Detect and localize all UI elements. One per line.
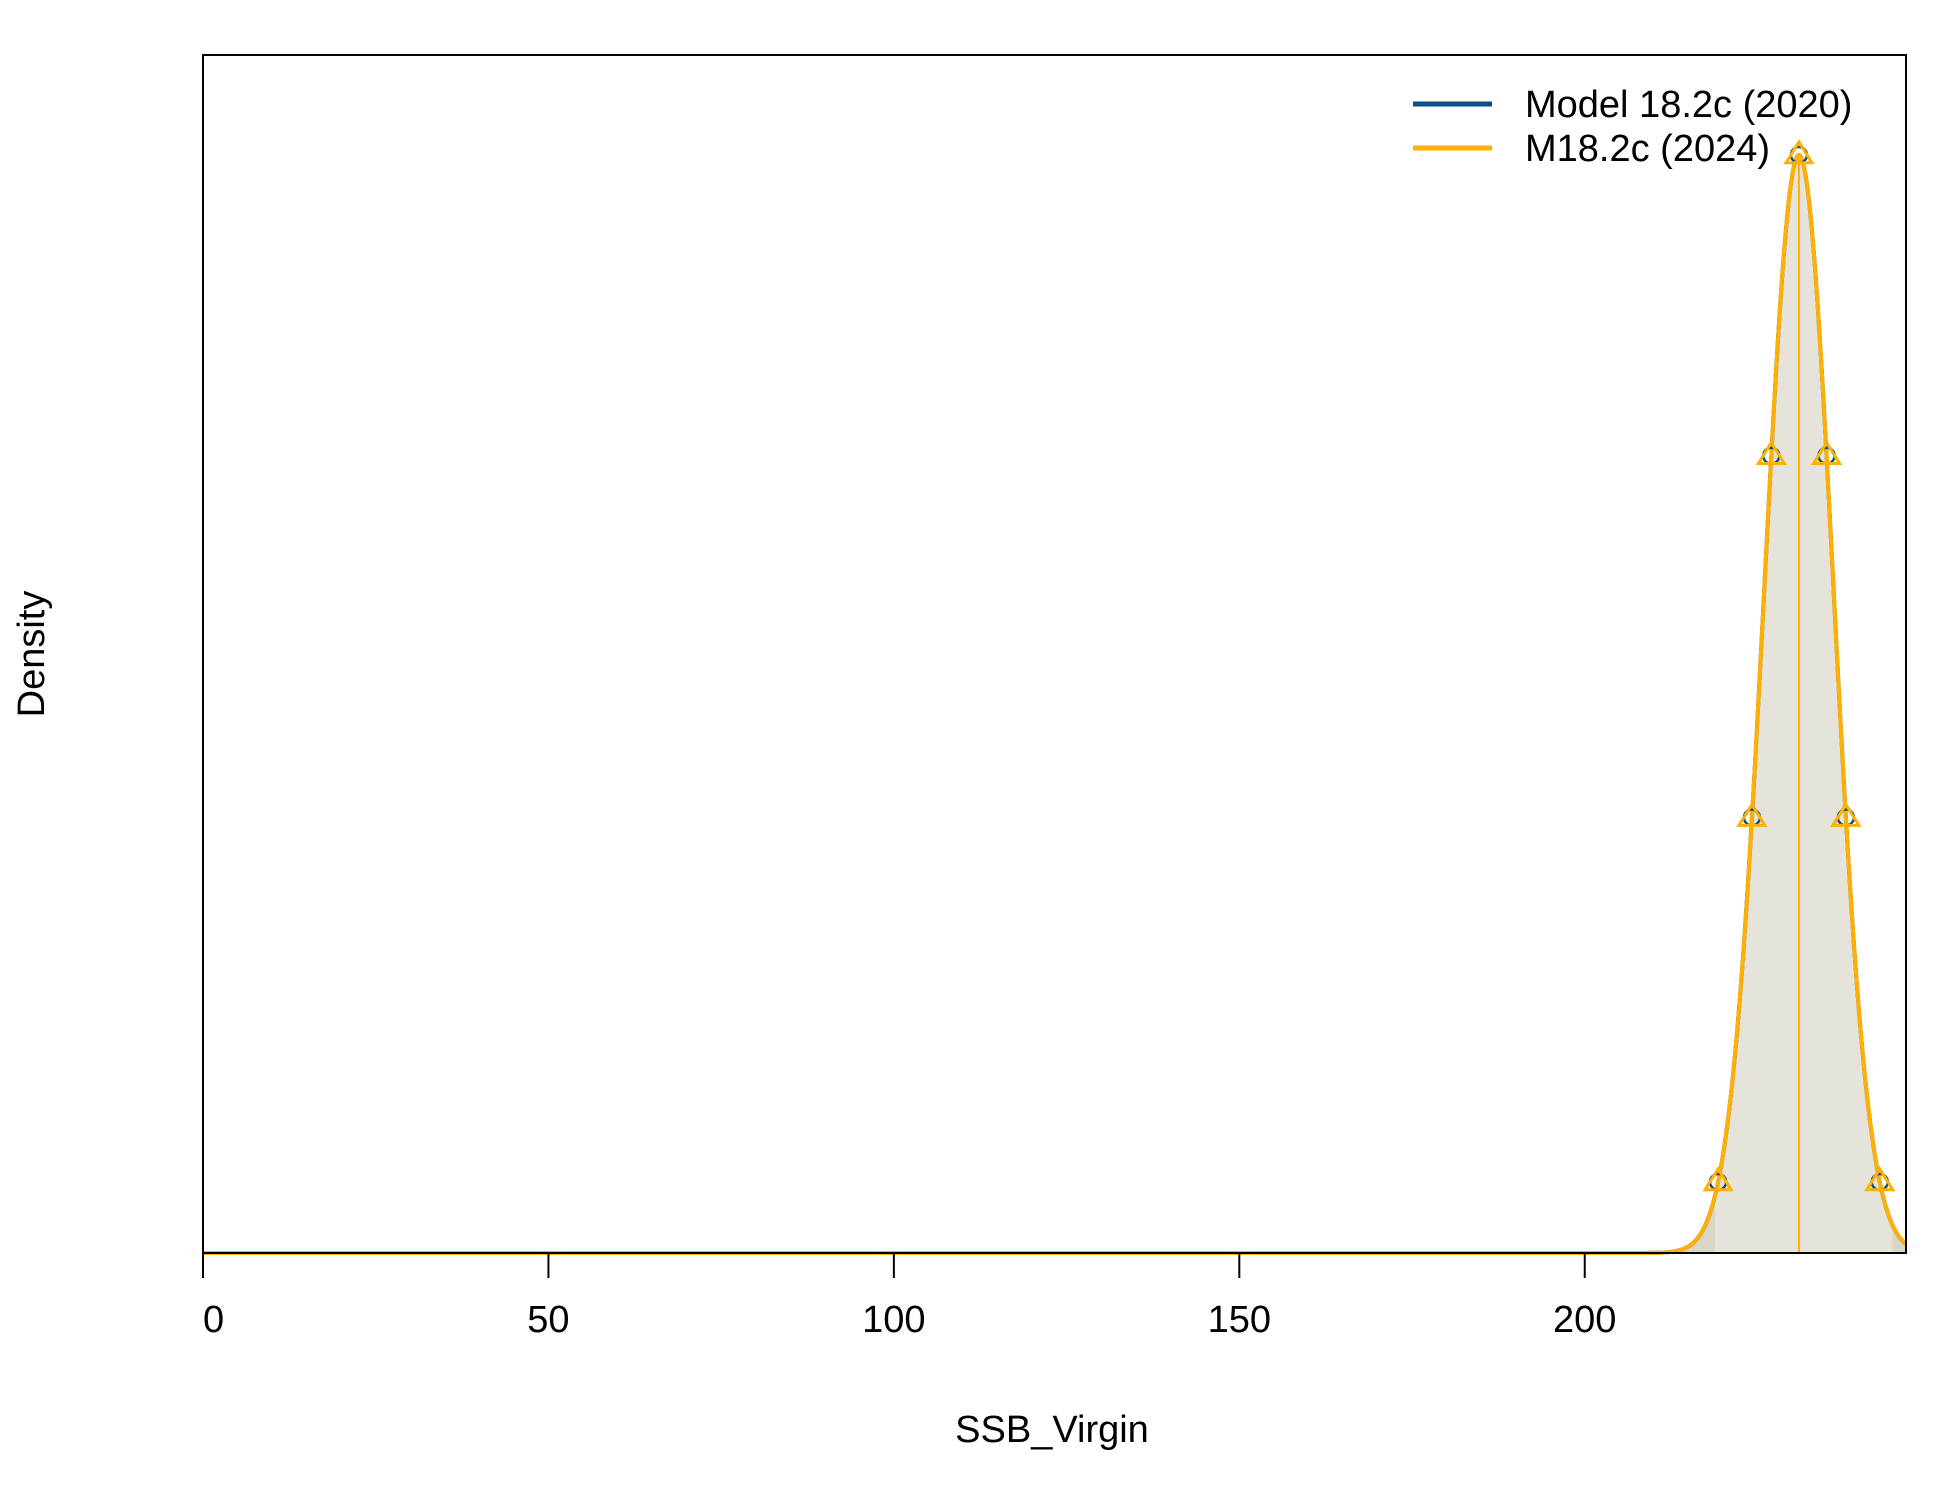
marker-triangle-2 xyxy=(1736,801,1768,827)
marker-triangle-1 xyxy=(1702,1166,1734,1192)
x-tick-label: 50 xyxy=(527,1299,569,1341)
x-tick-label: 200 xyxy=(1553,1299,1616,1341)
legend-label-1: Model 18.2c (2020) xyxy=(1525,84,1852,126)
legend-label-2: M18.2c (2024) xyxy=(1525,128,1770,170)
x-tick-label: 150 xyxy=(1208,1299,1271,1341)
interval-fill xyxy=(1715,155,1893,1253)
x-tick-label: 0 xyxy=(203,1299,224,1341)
density-line-series-1 xyxy=(203,152,1908,1255)
marker-triangle-3 xyxy=(1755,439,1787,465)
lower-tail-fill xyxy=(1619,1194,1716,1253)
x-tick-label: 100 xyxy=(862,1299,925,1341)
marker-triangle-6 xyxy=(1830,801,1862,827)
marker-triangle-4 xyxy=(1783,139,1815,165)
marker-triangle-5 xyxy=(1810,439,1843,465)
density-fill-group xyxy=(1619,155,1906,1253)
marker-group xyxy=(1702,139,1896,1192)
density-line-series-2 xyxy=(203,152,1908,1255)
x-axis-label: SSB_Virgin xyxy=(955,1409,1149,1451)
x-axis: 0 50 100 150 200 xyxy=(202,1252,1616,1341)
plot-frame xyxy=(202,54,1907,1254)
y-axis-label: Density xyxy=(11,591,53,718)
marker-triangle-7 xyxy=(1864,1166,1896,1192)
density-lines-group xyxy=(203,152,1908,1255)
legend: Model 18.2c (2020)M18.2c (2024) xyxy=(1413,84,1852,170)
